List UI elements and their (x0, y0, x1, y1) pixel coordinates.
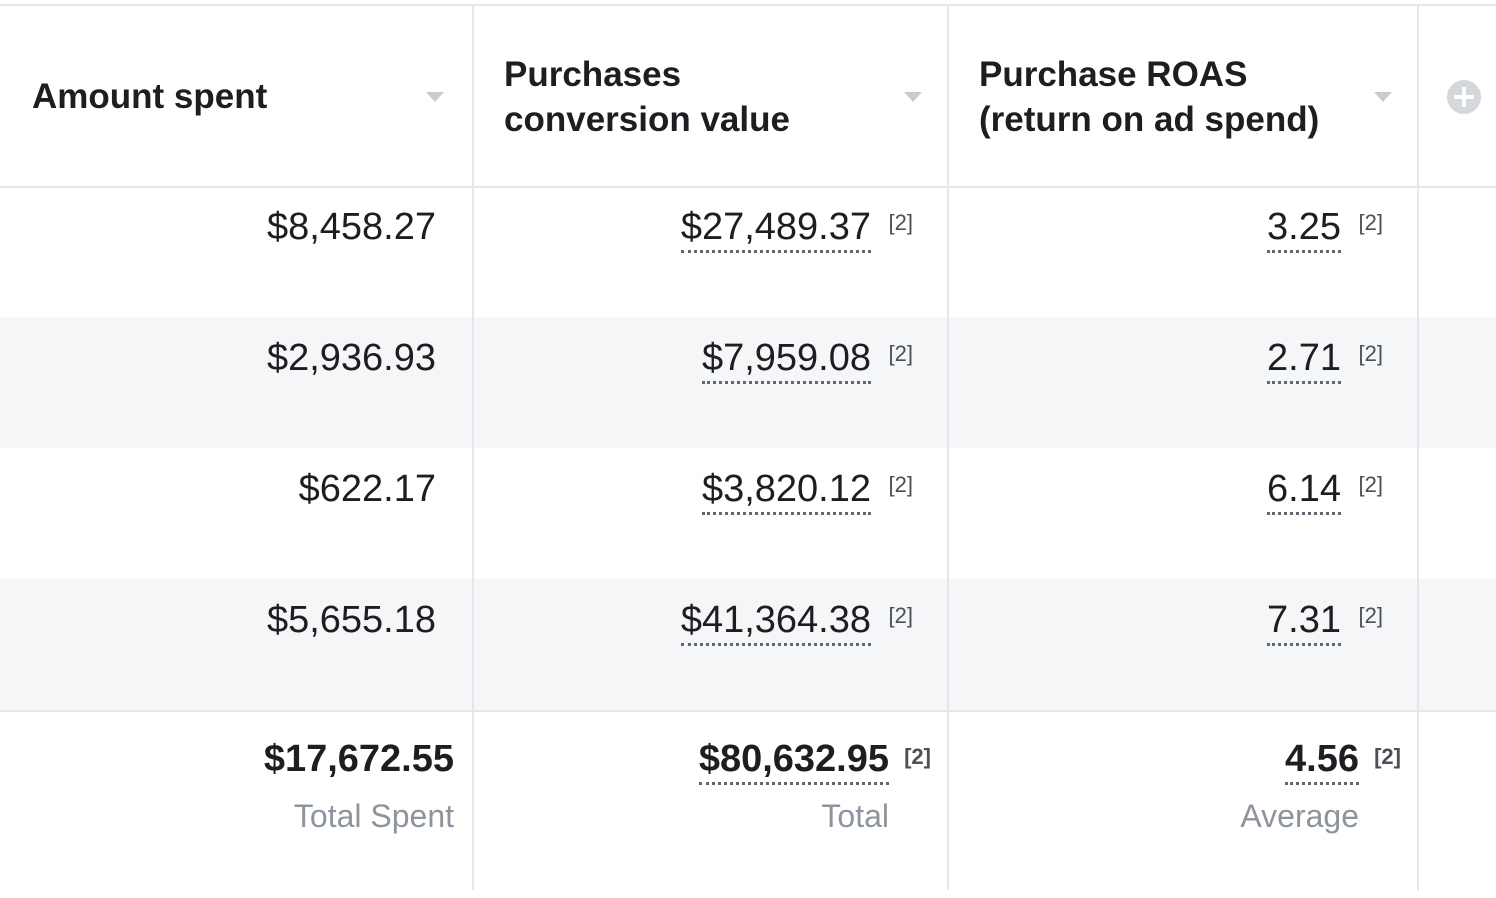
total-spent-cell: $17,672.55 Total Spent (0, 712, 472, 890)
footnote-marker[interactable]: [2] (1358, 603, 1383, 628)
roas-cell: 2.71 [2] (947, 317, 1417, 448)
table-row: $8,458.27 $27,489.37 [2] 3.25 [2] (0, 186, 1496, 317)
footnote-marker[interactable]: [2] (904, 744, 931, 769)
chevron-down-icon[interactable] (904, 92, 922, 102)
empty-cell (1417, 317, 1496, 448)
roas-value[interactable]: 7.31 (1267, 597, 1341, 646)
total-spent-value: $17,672.55 (263, 738, 454, 780)
conversion-value-cell: $27,489.37 [2] (472, 186, 947, 317)
footnote-marker[interactable]: [2] (888, 472, 913, 497)
conversion-value-cell: $3,820.12 [2] (472, 448, 947, 579)
table-row: $5,655.18 $41,364.38 [2] 7.31 [2] (0, 579, 1496, 710)
total-conversion-value[interactable]: $80,632.95 (698, 736, 889, 785)
table-row: $2,936.93 $7,959.08 [2] 2.71 [2] (0, 317, 1496, 448)
total-label: Total (821, 798, 889, 834)
footnote-marker[interactable]: [2] (888, 341, 913, 366)
conversion-value[interactable]: $7,959.08 (701, 335, 871, 384)
table-row: $622.17 $3,820.12 [2] 6.14 [2] (0, 448, 1496, 579)
empty-cell (1417, 579, 1496, 710)
average-label: Average (1240, 798, 1359, 834)
roas-cell: 6.14 [2] (947, 448, 1417, 579)
chevron-down-icon[interactable] (1374, 92, 1392, 102)
empty-cell (1417, 186, 1496, 317)
chevron-down-icon[interactable] (426, 92, 444, 102)
totals-row: $17,672.55 Total Spent $80,632.95 [2] To… (0, 710, 1496, 890)
footnote-marker[interactable]: [2] (1374, 744, 1401, 769)
results-table: Amount spent Purchases conversion value … (0, 4, 1496, 890)
footnote-marker[interactable]: [2] (1358, 472, 1383, 497)
empty-cell (1417, 448, 1496, 579)
column-header-amount-spent[interactable]: Amount spent (0, 6, 472, 186)
amount-spent-cell: $2,936.93 (0, 317, 472, 448)
table-header: Amount spent Purchases conversion value … (0, 6, 1496, 188)
conversion-value[interactable]: $27,489.37 (680, 204, 871, 253)
average-roas-value[interactable]: 4.56 (1285, 736, 1359, 785)
footnote-marker[interactable]: [2] (1358, 210, 1383, 235)
conversion-value[interactable]: $41,364.38 (680, 597, 871, 646)
amount-spent-value: $2,936.93 (266, 337, 436, 379)
amount-spent-value: $5,655.18 (266, 599, 436, 641)
total-conversion-value-cell: $80,632.95 [2] Total (472, 712, 947, 890)
total-spent-label: Total Spent (293, 798, 454, 834)
column-header-label: Purchases conversion value (504, 55, 790, 139)
amount-spent-value: $8,458.27 (266, 206, 436, 248)
amount-spent-cell: $622.17 (0, 448, 472, 579)
roas-value[interactable]: 2.71 (1267, 335, 1341, 384)
footnote-marker[interactable]: [2] (1358, 341, 1383, 366)
roas-value[interactable]: 6.14 (1267, 466, 1341, 515)
roas-value[interactable]: 3.25 (1267, 204, 1341, 253)
amount-spent-cell: $8,458.27 (0, 186, 472, 317)
plus-circle-icon[interactable] (1447, 80, 1481, 114)
roas-cell: 3.25 [2] (947, 186, 1417, 317)
conversion-value-cell: $41,364.38 [2] (472, 579, 947, 710)
column-header-label: Amount spent (32, 77, 268, 116)
empty-cell (1417, 712, 1496, 890)
amount-spent-value: $622.17 (298, 468, 436, 510)
conversion-value[interactable]: $3,820.12 (701, 466, 871, 515)
add-column-cell (1417, 6, 1496, 186)
amount-spent-cell: $5,655.18 (0, 579, 472, 710)
conversion-value-cell: $7,959.08 [2] (472, 317, 947, 448)
roas-cell: 7.31 [2] (947, 579, 1417, 710)
column-header-label: Purchase ROAS (return on ad spend) (979, 55, 1320, 139)
average-roas-cell: 4.56 [2] Average (947, 712, 1417, 890)
column-header-conversion-value[interactable]: Purchases conversion value (472, 6, 947, 186)
footnote-marker[interactable]: [2] (888, 603, 913, 628)
column-header-roas[interactable]: Purchase ROAS (return on ad spend) (947, 6, 1417, 186)
footnote-marker[interactable]: [2] (888, 210, 913, 235)
